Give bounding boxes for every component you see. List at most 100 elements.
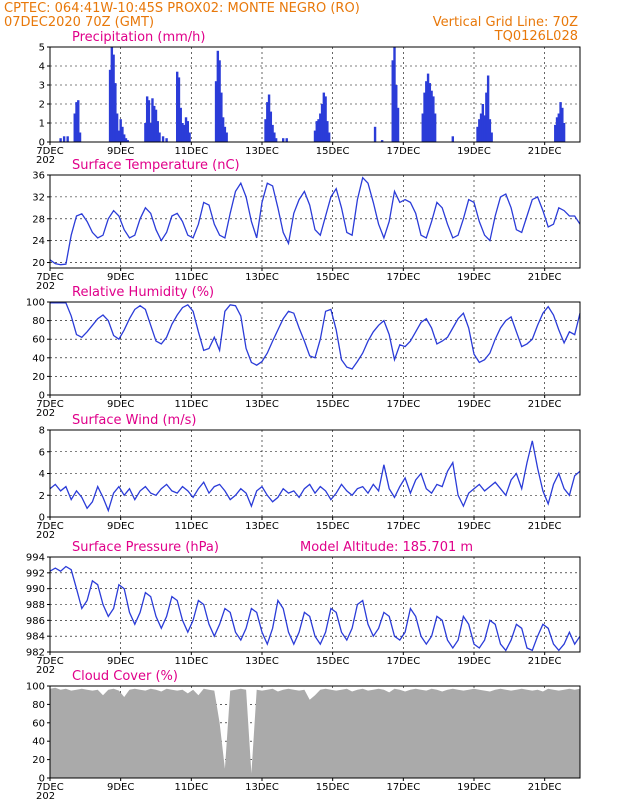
- temperature-series-line: [49, 176, 581, 266]
- x-tick-label: 9DEC: [107, 272, 134, 283]
- x-tick-label: 17DEC: [386, 146, 420, 157]
- precip-bar: [554, 124, 557, 142]
- panel-title: Relative Humidity (%): [72, 285, 214, 300]
- y-tick-label: 992: [26, 568, 45, 579]
- precip-bar: [373, 126, 377, 142]
- precip-bar: [451, 136, 454, 142]
- precip-bar: [478, 119, 481, 142]
- precip-bar: [179, 107, 182, 142]
- x-tick-label: 15DEC: [316, 782, 350, 793]
- x-tick-label: 21DEC: [528, 399, 562, 410]
- y-tick-label: 990: [26, 584, 45, 595]
- x-tick-label: 15DEC: [316, 521, 350, 532]
- x-tick-label: 21DEC: [528, 521, 562, 532]
- precip-bar: [112, 54, 115, 142]
- x-tick-label: 19DEC: [457, 656, 491, 667]
- y-tick-label: 24: [32, 236, 45, 247]
- x-tick-label: 7DEC: [36, 399, 63, 410]
- y-tick-label: 988: [26, 600, 45, 611]
- precip-bar: [313, 130, 317, 142]
- precip-bar: [153, 105, 156, 142]
- y-tick-label: 5: [39, 43, 45, 54]
- precip-bar: [223, 126, 227, 142]
- precip-bar: [269, 111, 273, 142]
- x-year-label: 202: [36, 530, 55, 541]
- y-tick-label: 4: [39, 62, 45, 73]
- precip-bar: [151, 98, 154, 142]
- precip-bar: [115, 113, 119, 142]
- y-tick-label: 0: [39, 774, 45, 785]
- header-model: TQ0126L028: [494, 29, 578, 44]
- precip-bar: [149, 123, 152, 142]
- x-tick-label: 13DEC: [245, 521, 279, 532]
- precip-bar: [396, 107, 400, 142]
- header-grid-line: Vertical Grid Line: 70Z: [433, 15, 578, 30]
- precip-bar: [123, 134, 126, 142]
- header-station: CPTEC: 064:41W-10:45S PROX02: MONTE NEGR…: [4, 1, 360, 16]
- precip-bar: [274, 138, 278, 142]
- precip-bar: [562, 123, 566, 142]
- precip-bar: [176, 71, 179, 142]
- precip-bar: [59, 138, 62, 142]
- precip-bar: [486, 75, 490, 142]
- precip-bar: [183, 124, 186, 142]
- panel-temperature: Surface Temperature (nC) 20 24 28 32 36 7DEC 9D…: [32, 158, 581, 292]
- precip-bar: [188, 132, 191, 142]
- precip-bar: [557, 113, 560, 142]
- x-tick-label: 9DEC: [107, 399, 134, 410]
- precip-bar: [271, 124, 274, 142]
- precip-bar: [114, 83, 117, 142]
- precip-bar: [433, 113, 437, 142]
- x-tick-label: 9DEC: [107, 146, 134, 157]
- y-tick-label: 36: [32, 171, 45, 182]
- precip-bar: [220, 92, 223, 142]
- x-tick-label: 21DEC: [528, 146, 562, 157]
- precip-bar: [559, 102, 562, 142]
- x-tick-label: 13DEC: [245, 272, 279, 283]
- y-tick-label: 3: [39, 81, 45, 92]
- precip-bar: [145, 96, 149, 142]
- panel-humidity: Relative Humidity (%) 0 20 40 60 80 100 7DEC 9DE…: [26, 285, 581, 419]
- panels-group: Precipitation (mm/h) 0 1 2 3 4 5 7DEC 9DEC 11DEC 1…: [26, 30, 581, 800]
- y-tick-label: 2: [39, 100, 45, 111]
- precip-bar: [78, 132, 82, 142]
- x-tick-label: 19DEC: [457, 399, 491, 410]
- x-tick-label: 19DEC: [457, 782, 491, 793]
- precip-bar: [218, 60, 221, 142]
- y-tick-label: 32: [32, 192, 45, 203]
- precip-bar: [561, 107, 564, 142]
- model-altitude-note: Model Altitude: 185.701 m: [300, 540, 473, 555]
- x-tick-label: 15DEC: [316, 399, 350, 410]
- x-tick-label: 21DEC: [528, 272, 562, 283]
- precip-bar: [317, 119, 320, 142]
- humidity-series-line: [50, 302, 581, 370]
- x-tick-label: 15DEC: [316, 656, 350, 667]
- y-tick-label: 40: [32, 353, 45, 364]
- x-year-label: 202: [36, 155, 55, 166]
- y-tick-label: 20: [32, 755, 45, 766]
- precip-bar: [121, 126, 124, 142]
- precip-bar: [144, 123, 147, 142]
- x-tick-label: 17DEC: [386, 782, 420, 793]
- x-tick-label: 17DEC: [386, 521, 420, 532]
- x-year-label: 202: [36, 791, 55, 800]
- precip-bar: [428, 83, 432, 142]
- x-tick-label: 11DEC: [174, 399, 208, 410]
- x-tick-label: 15DEC: [316, 146, 350, 157]
- x-tick-label: 13DEC: [245, 782, 279, 793]
- y-tick-label: 0: [39, 513, 45, 524]
- x-tick-label: 13DEC: [245, 656, 279, 667]
- precip-bar: [154, 109, 158, 142]
- panel-wind: Surface Wind (m/s) 0 2 4 6 8 7DEC 9DEC 11DEC 13DE…: [36, 413, 581, 541]
- precip-bar: [119, 119, 122, 142]
- precip-bar: [421, 113, 424, 142]
- precip-bar: [216, 50, 220, 142]
- precip-bar: [327, 132, 331, 142]
- panel-pressure: Surface Pressure (hPa) Model Altitude: 18…: [26, 540, 581, 676]
- precip-bar: [126, 140, 129, 142]
- panel-frame: [49, 174, 581, 269]
- x-tick-label: 11DEC: [174, 782, 208, 793]
- precip-bar: [380, 140, 384, 142]
- precip-bar: [108, 69, 112, 142]
